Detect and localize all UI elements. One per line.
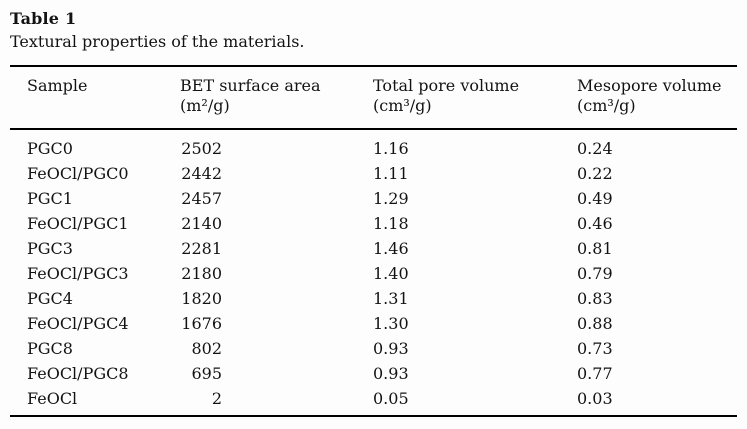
cell-bet-value: 2 [211, 389, 222, 408]
cell-sample: FeOCl/PGC4 [27, 314, 129, 333]
col-label: Total pore volume [373, 76, 520, 95]
cell-bet: 695 [180, 361, 373, 386]
cell-total-pore: 1.11 [373, 164, 409, 183]
table-row: PGC1 2457 1.29 0.49 [10, 186, 737, 211]
cell-mesopore: 0.03 [577, 389, 613, 408]
cell-bet-value: 2281 [181, 239, 222, 258]
cell-sample: FeOCl [27, 389, 78, 408]
cell-bet: 2 [180, 386, 373, 416]
header-row: Sample BET surface area (m²/g) Total por… [10, 66, 737, 130]
table-row: PGC4 1820 1.31 0.83 [10, 286, 737, 311]
table-body: PGC0 2502 1.16 0.24 FeOCl/PGC0 2442 1.11… [10, 129, 737, 416]
table-row: FeOCl/PGC4 1676 1.30 0.88 [10, 311, 737, 336]
table-row: PGC3 2281 1.46 0.81 [10, 236, 737, 261]
cell-total-pore: 1.30 [373, 314, 409, 333]
cell-sample: PGC8 [27, 339, 73, 358]
textural-properties-table: Sample BET surface area (m²/g) Total por… [10, 65, 737, 417]
cell-mesopore: 0.77 [577, 364, 613, 383]
cell-total-pore: 1.16 [373, 139, 409, 158]
cell-sample: FeOCl/PGC8 [27, 364, 129, 383]
col-unit: (cm³/g) [577, 96, 636, 115]
table-caption: Textural properties of the materials. [10, 32, 305, 51]
cell-bet: 2457 [180, 186, 373, 211]
table-row: PGC8 802 0.93 0.73 [10, 336, 737, 361]
cell-bet: 2281 [180, 236, 373, 261]
table-row: PGC0 2502 1.16 0.24 [10, 129, 737, 161]
cell-mesopore: 0.79 [577, 264, 613, 283]
col-label: BET surface area [180, 76, 321, 95]
cell-bet-value: 1820 [181, 289, 222, 308]
cell-bet: 2140 [180, 211, 373, 236]
cell-mesopore: 0.88 [577, 314, 613, 333]
cell-mesopore: 0.83 [577, 289, 613, 308]
col-unit: (cm³/g) [373, 96, 432, 115]
cell-bet-value: 2502 [181, 139, 222, 158]
table-row: FeOCl/PGC3 2180 1.40 0.79 [10, 261, 737, 286]
cell-bet-value: 802 [191, 339, 222, 358]
cell-total-pore: 1.29 [373, 189, 409, 208]
table-row: FeOCl/PGC1 2140 1.18 0.46 [10, 211, 737, 236]
table-row: FeOCl 2 0.05 0.03 [10, 386, 737, 416]
cell-total-pore: 1.18 [373, 214, 409, 233]
cell-bet: 1676 [180, 311, 373, 336]
cell-total-pore: 1.46 [373, 239, 409, 258]
cell-mesopore: 0.22 [577, 164, 613, 183]
cell-bet: 2180 [180, 261, 373, 286]
cell-bet-value: 2457 [181, 189, 222, 208]
cell-total-pore: 0.93 [373, 339, 409, 358]
cell-sample: FeOCl/PGC3 [27, 264, 129, 283]
cell-bet-value: 2442 [181, 164, 222, 183]
table-row: FeOCl/PGC8 695 0.93 0.77 [10, 361, 737, 386]
cell-total-pore: 1.31 [373, 289, 409, 308]
cell-sample: FeOCl/PGC1 [27, 214, 129, 233]
cell-total-pore: 1.40 [373, 264, 409, 283]
cell-sample: PGC3 [27, 239, 73, 258]
cell-bet: 2502 [180, 129, 373, 161]
table-label: Table 1 [10, 9, 77, 28]
cell-sample: FeOCl/PGC0 [27, 164, 129, 183]
table-row: FeOCl/PGC0 2442 1.11 0.22 [10, 161, 737, 186]
cell-bet: 1820 [180, 286, 373, 311]
cell-total-pore: 0.05 [373, 389, 409, 408]
cell-bet-value: 695 [191, 364, 222, 383]
cell-mesopore: 0.46 [577, 214, 613, 233]
cell-bet: 2442 [180, 161, 373, 186]
cell-mesopore: 0.73 [577, 339, 613, 358]
cell-sample: PGC4 [27, 289, 73, 308]
col-label: Sample [27, 76, 88, 95]
cell-total-pore: 0.93 [373, 364, 409, 383]
cell-sample: PGC0 [27, 139, 73, 158]
cell-bet-value: 2140 [181, 214, 222, 233]
cell-mesopore: 0.49 [577, 189, 613, 208]
cell-bet-value: 2180 [181, 264, 222, 283]
col-label: Mesopore volume [577, 76, 722, 95]
cell-mesopore: 0.81 [577, 239, 613, 258]
cell-bet: 802 [180, 336, 373, 361]
cell-bet-value: 1676 [181, 314, 222, 333]
col-unit: (m²/g) [180, 96, 230, 115]
cell-mesopore: 0.24 [577, 139, 613, 158]
col-header-total-pore-volume: Total pore volume (cm³/g) [373, 66, 577, 130]
col-header-sample: Sample [10, 66, 180, 130]
cell-sample: PGC1 [27, 189, 73, 208]
col-header-mesopore-volume: Mesopore volume (cm³/g) [577, 66, 737, 130]
col-header-bet-surface-area: BET surface area (m²/g) [180, 66, 373, 130]
